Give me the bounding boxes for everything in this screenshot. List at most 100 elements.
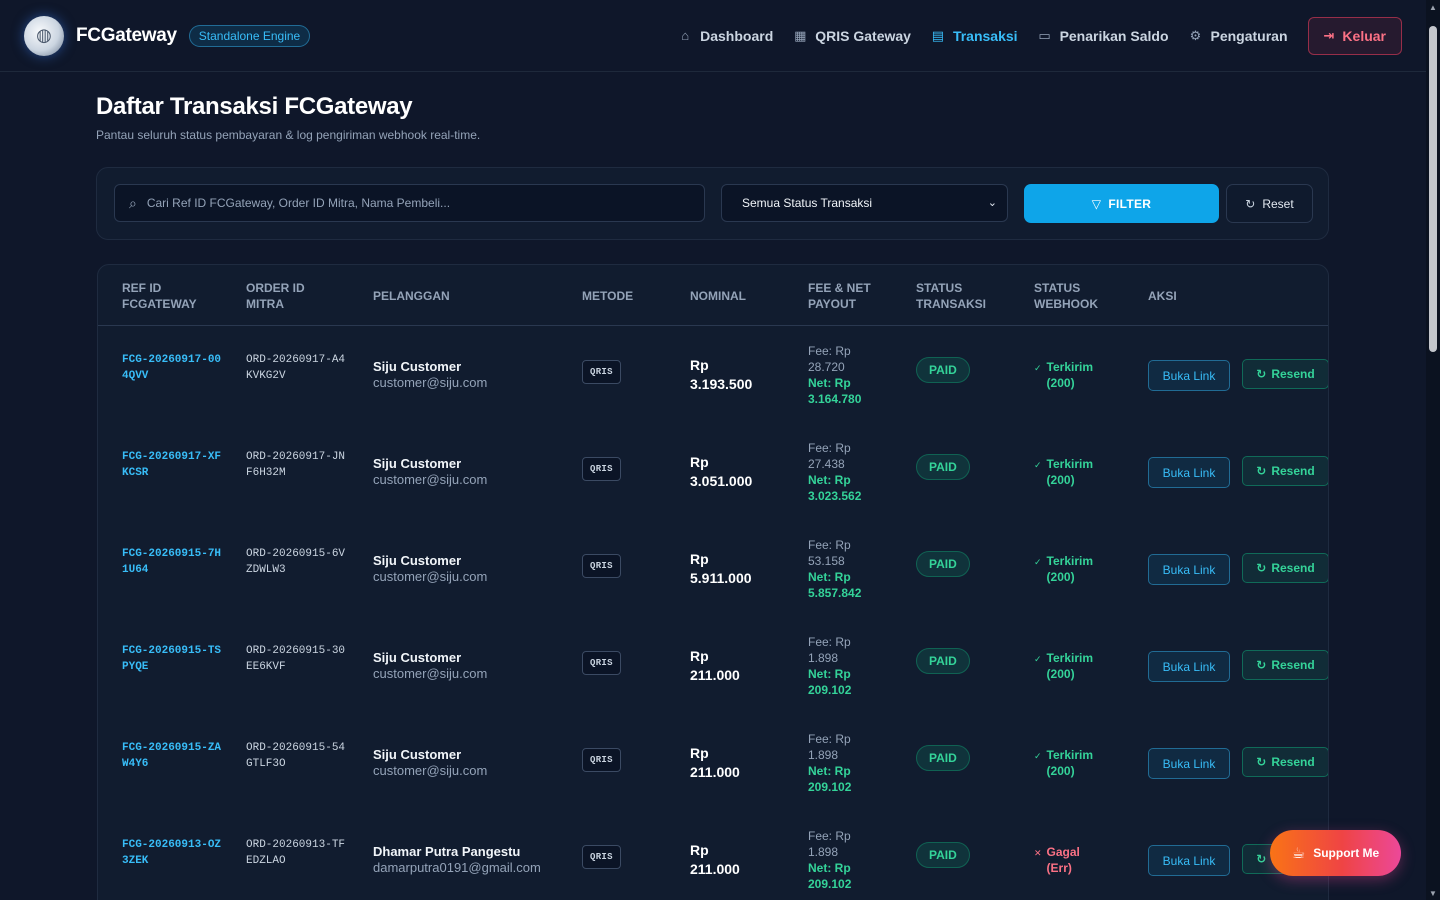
open-link-cell: Buka Link xyxy=(1148,845,1230,876)
nominal-cell: Rp 211.000 xyxy=(690,841,740,879)
nav-link-label: Dashboard xyxy=(700,27,774,44)
coffee-icon: ☕ xyxy=(1291,845,1306,862)
status-badge: PAID xyxy=(916,551,970,577)
net-label: Net: Rp xyxy=(808,570,851,584)
brand-logo-icon[interactable]: ◍ xyxy=(24,15,64,56)
customer-name: Siju Customer xyxy=(373,456,462,471)
webhook-status-code: (200) xyxy=(1046,376,1075,390)
resend-label: Resend xyxy=(1271,561,1315,575)
resend-cell: ↻ Resend xyxy=(1242,456,1328,486)
logout-button[interactable]: ⇥ Keluar xyxy=(1307,16,1402,55)
customer-email: customer@siju.com xyxy=(373,472,488,487)
ref-id-link[interactable]: FCG-20260917-004QVV xyxy=(122,354,222,382)
check-icon: ✓ xyxy=(1034,654,1042,664)
support-me-label: Support Me xyxy=(1313,846,1380,860)
ref-id-link[interactable]: FCG-20260917-XFKCSR xyxy=(122,451,222,479)
scroll-up-arrow-icon[interactable]: ▲ xyxy=(1429,2,1437,12)
filter-button[interactable]: ▽ FILTER xyxy=(1024,184,1219,223)
method-cell: QRIS xyxy=(582,457,621,481)
nominal-amount: 5.911.000 xyxy=(690,570,752,586)
clipboard-icon: ▤ xyxy=(931,27,945,43)
scrollbar-thumb[interactable] xyxy=(1429,26,1437,352)
nominal-amount: 211.000 xyxy=(690,764,740,780)
ref-id-link[interactable]: FCG-20260915-TSPYQE xyxy=(122,645,222,673)
resend-button[interactable]: ↻ Resend xyxy=(1242,747,1328,777)
resend-button[interactable]: ↻ Resend xyxy=(1242,456,1328,486)
top-navbar: ◍ FCGateway Standalone Engine ⌂ Dashboard… xyxy=(0,0,1426,72)
open-link-button[interactable]: Buka Link xyxy=(1148,651,1230,682)
status-badge: PAID xyxy=(916,745,970,771)
scroll-down-arrow-icon[interactable]: ▼ xyxy=(1429,888,1437,898)
fee-net-cell: Fee: Rp 28.720 Net: Rp 3.164.780 xyxy=(808,343,861,407)
fee-label: Fee: Rp xyxy=(808,441,851,455)
open-link-cell: Buka Link xyxy=(1148,651,1230,682)
open-link-cell: Buka Link xyxy=(1148,457,1230,488)
search-input[interactable] xyxy=(146,196,667,210)
ref-id-link[interactable]: FCG-20260915-7H1U64 xyxy=(122,548,222,576)
fee-label: Fee: Rp xyxy=(808,829,851,843)
fee-label: Fee: Rp xyxy=(808,344,851,358)
net-amount: 5.857.842 xyxy=(808,586,862,600)
method-cell: QRIS xyxy=(582,360,621,384)
resend-cell: ↻ Resend xyxy=(1242,650,1328,680)
webhook-status-code: (200) xyxy=(1046,473,1075,487)
brand-name[interactable]: FCGateway xyxy=(76,24,177,46)
transactions-table: REF ID FCGATEWAY ORDER ID MITRA PELANGGAN … xyxy=(97,264,1329,900)
webhook-status: ✓ Terkirim (200) xyxy=(1034,456,1093,488)
net-label: Net: Rp xyxy=(808,667,851,681)
nav-link-label: Transaksi xyxy=(952,27,1018,44)
customer-name: Dhamar Putra Pangestu xyxy=(373,844,521,859)
fee-net-cell: Fee: Rp 1.898 Net: Rp 209.102 xyxy=(808,634,851,698)
resend-button[interactable]: ↻ Resend xyxy=(1242,359,1328,389)
nav-penarikan-saldo[interactable]: ▭ Penarikan Saldo xyxy=(1038,28,1168,44)
webhook-status-text: Gagal xyxy=(1046,845,1080,859)
fee-amount: 1.898 xyxy=(808,651,839,665)
page-scrollbar[interactable]: ▲ ▼ xyxy=(1426,0,1440,900)
nav-pengaturan[interactable]: ⚙ Pengaturan xyxy=(1189,28,1288,44)
status-badge: PAID xyxy=(916,842,970,868)
nav-qris-gateway[interactable]: ▦ QRIS Gateway xyxy=(793,28,911,44)
support-me-button[interactable]: ☕ Support Me xyxy=(1270,830,1401,876)
method-badge: QRIS xyxy=(582,845,621,869)
webhook-status: ✓ Terkirim (200) xyxy=(1034,553,1093,585)
customer-name: Siju Customer xyxy=(373,650,462,665)
status-badge: PAID xyxy=(916,357,970,383)
nav-link-label: Pengaturan xyxy=(1210,27,1288,44)
nav-transaksi[interactable]: ▤ Transaksi xyxy=(931,28,1018,44)
resend-button[interactable]: ↻ Resend xyxy=(1242,650,1328,680)
table-row: FCG-20260917-XFKCSR ORD-20260917-JNF6H32M… xyxy=(98,424,1328,521)
table-row: FCG-20260915-7H1U64 ORD-20260915-6VZDWLW3… xyxy=(98,521,1328,618)
order-id: ORD-20260913-TFEDZLAO xyxy=(246,839,346,867)
open-link-button[interactable]: Buka Link xyxy=(1148,845,1230,876)
customer-cell: Siju Customer customer@siju.com xyxy=(373,456,487,488)
reset-button-label: Reset xyxy=(1262,196,1294,211)
status-cell: PAID xyxy=(916,745,970,771)
funnel-icon: ▽ xyxy=(1091,196,1102,211)
ref-id-link[interactable]: FCG-20260913-OZ3ZEK xyxy=(122,839,222,867)
net-label: Net: Rp xyxy=(808,861,851,875)
webhook-status: ✓ Terkirim (200) xyxy=(1034,747,1093,779)
open-link-button[interactable]: Buka Link xyxy=(1148,360,1230,391)
gear-icon: ⚙ xyxy=(1189,27,1202,43)
nav-links: ⌂ Dashboard ▦ QRIS Gateway ▤ Transaksi ▭ Penari… xyxy=(658,16,1402,55)
ref-id-link[interactable]: FCG-20260915-ZAW4Y6 xyxy=(122,742,222,770)
order-id: ORD-20260917-A4KVKG2V xyxy=(246,354,346,382)
webhook-status-code: (200) xyxy=(1046,570,1075,584)
open-link-button[interactable]: Buka Link xyxy=(1148,457,1230,488)
nav-dashboard[interactable]: ⌂ Dashboard xyxy=(678,28,773,44)
open-link-button[interactable]: Buka Link xyxy=(1148,748,1230,779)
webhook-status-text: Terkirim xyxy=(1046,360,1094,374)
resend-button[interactable]: ↻ Resend xyxy=(1242,553,1328,583)
nominal-cell: Rp 211.000 xyxy=(690,647,740,685)
method-badge: QRIS xyxy=(582,651,621,675)
status-select[interactable]: Semua Status Transaksi ⌄ xyxy=(721,184,1008,222)
status-cell: PAID xyxy=(916,551,970,577)
customer-cell: Dhamar Putra Pangestu damarputra0191@gmai… xyxy=(373,844,541,876)
filter-button-label: FILTER xyxy=(1108,196,1152,211)
method-cell: QRIS xyxy=(582,845,621,869)
nominal-cell: Rp 3.193.500 xyxy=(690,356,752,394)
webhook-status-code: (200) xyxy=(1046,764,1075,778)
header-ref-id: REF ID FCGATEWAY xyxy=(122,280,197,311)
reset-button[interactable]: ↻ Reset xyxy=(1226,184,1313,223)
open-link-button[interactable]: Buka Link xyxy=(1148,554,1230,585)
